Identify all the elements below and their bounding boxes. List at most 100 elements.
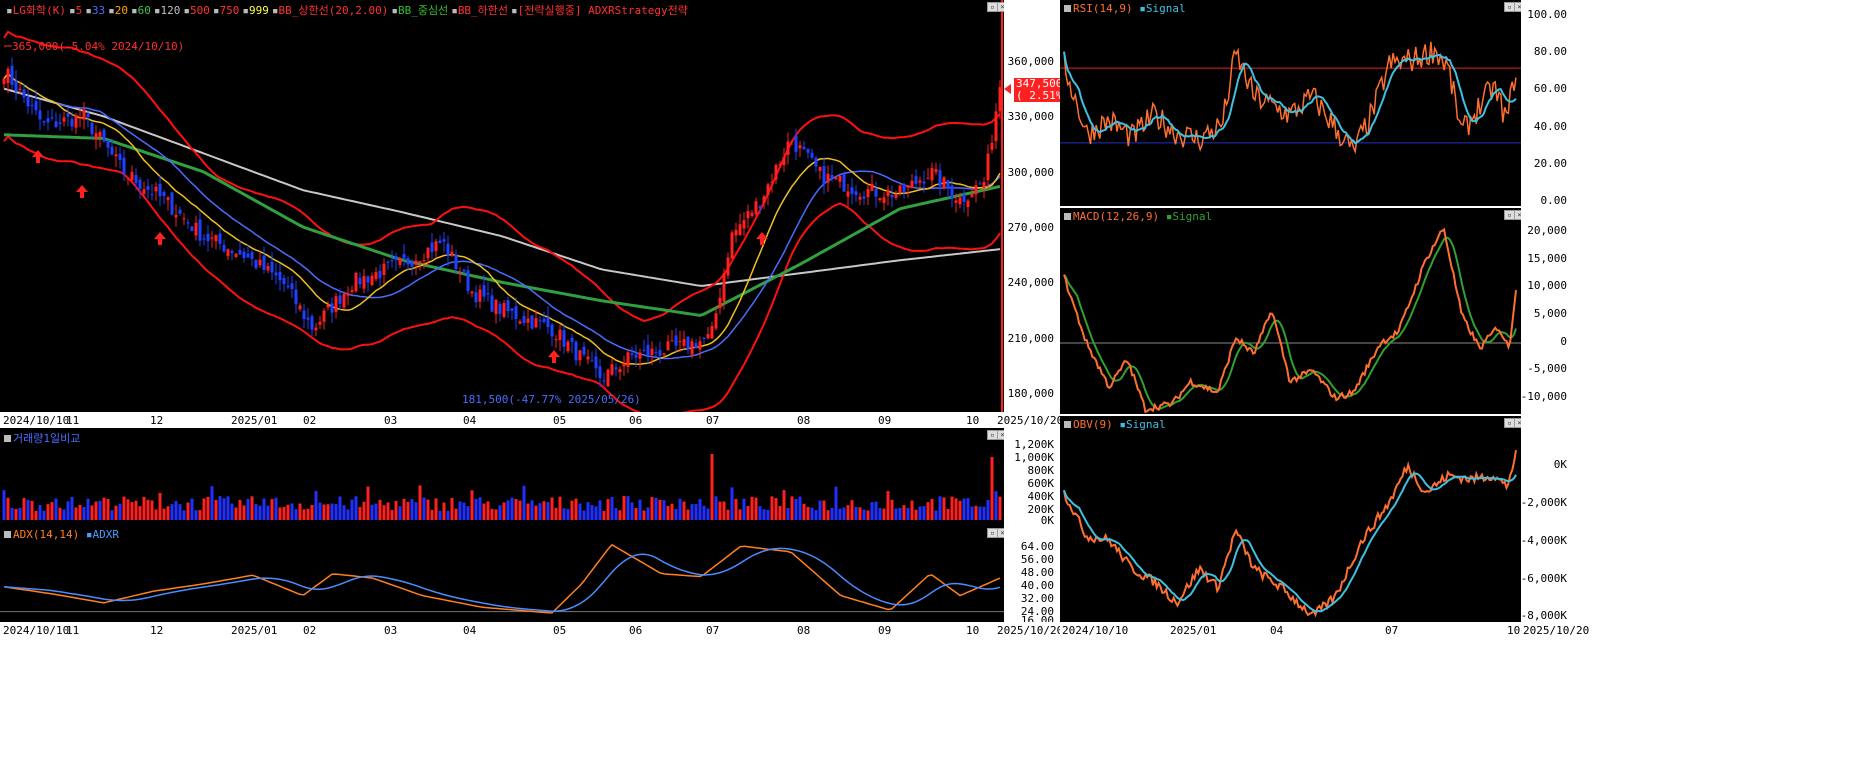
date-axis-right: 2024/10/10 2025/01 04 07 10 2025/10/20 xyxy=(1060,622,1589,638)
candle-body xyxy=(246,253,250,258)
volume-bar xyxy=(170,504,174,520)
candle-body xyxy=(186,222,190,224)
volume-bar xyxy=(390,509,394,520)
volume-bar xyxy=(754,497,758,520)
candle-body xyxy=(974,185,978,195)
volume-bar xyxy=(290,503,294,520)
candle-body xyxy=(22,89,26,98)
volume-bar xyxy=(118,503,122,520)
axis-tick-label: 5,000 xyxy=(1533,307,1567,320)
volume-bar xyxy=(110,510,114,520)
volume-bar xyxy=(426,499,430,520)
axis-tick-label: 240,000 xyxy=(1007,276,1054,289)
volume-bar xyxy=(646,507,650,520)
volume-bar xyxy=(106,498,110,520)
candle-body xyxy=(14,80,18,92)
volume-bar xyxy=(566,509,570,520)
candle-body xyxy=(42,121,46,123)
volume-chart-canvas[interactable] xyxy=(0,428,1004,526)
candle-body xyxy=(958,197,962,205)
candle-body xyxy=(662,353,666,355)
volume-bar xyxy=(814,510,818,520)
axis-tick-label: 600K xyxy=(1027,477,1055,490)
volume-bar xyxy=(330,503,334,520)
volume-bar xyxy=(218,496,222,520)
candle-body xyxy=(602,380,606,382)
candle-body xyxy=(18,88,22,90)
candle-body xyxy=(802,146,806,150)
volume-bar xyxy=(538,503,542,520)
macd-chart-canvas[interactable] xyxy=(1060,208,1521,414)
adx-chart-pane[interactable]: ADX(14,14) ▪ADXR ▫ × xyxy=(0,526,1008,622)
axis-tick-label: 200K xyxy=(1027,503,1055,516)
candle-body xyxy=(6,68,10,84)
bollinger-lower-line xyxy=(3,134,1001,412)
volume-bar xyxy=(830,508,834,520)
candle-body xyxy=(86,114,90,118)
obv-chart-canvas[interactable] xyxy=(1060,416,1521,622)
axis-tick-label: -2,000K xyxy=(1520,496,1567,509)
volume-bar xyxy=(430,509,434,520)
price-chart-pane[interactable]: ▪LG화학(K) ▪5 ▪33 ▪20 ▪60 ▪120 ▪500 ▪750 ▪999 ▪BB_상… xyxy=(0,0,1008,412)
candle-body xyxy=(842,173,846,192)
macd-chart-pane[interactable]: MACD(12,26,9) ▪Signal ▫ × xyxy=(1060,208,1525,414)
volume-bar xyxy=(58,507,62,520)
volume-bar xyxy=(418,485,422,520)
candle-body xyxy=(650,348,654,356)
volume-bar xyxy=(766,509,770,520)
rsi-chart-canvas[interactable] xyxy=(1060,0,1521,206)
volume-bar xyxy=(286,504,290,520)
candle-body xyxy=(338,295,342,304)
date-axis-bottom: 2024/10/10 11 12 2025/01 02 03 04 05 06 07 08 09 10 2… xyxy=(0,622,1063,638)
date-axis-label: 06 xyxy=(629,414,643,427)
adx-chart-canvas[interactable] xyxy=(0,526,1004,622)
volume-bar xyxy=(842,507,846,520)
candle-body xyxy=(422,260,426,262)
candle-body xyxy=(554,339,558,341)
volume-bar xyxy=(338,496,342,520)
rsi-line xyxy=(1063,41,1517,155)
axis-tick-label: 270,000 xyxy=(1007,221,1054,234)
candle-body xyxy=(178,209,182,214)
candle-body xyxy=(894,194,898,198)
candle-body xyxy=(618,369,622,373)
candle-body xyxy=(978,183,982,185)
volume-bar xyxy=(922,506,926,520)
volume-bar xyxy=(2,490,6,520)
adx-axis: 64.00 56.00 48.00 40.00 32.00 24.00 16.00 xyxy=(1004,526,1058,627)
volume-bar xyxy=(298,503,302,520)
candle-body xyxy=(362,275,366,289)
date-axis-label: 03 xyxy=(384,414,398,427)
volume-bar xyxy=(438,510,442,520)
volume-bar xyxy=(202,498,206,520)
candle-body xyxy=(814,157,818,167)
volume-bar xyxy=(322,504,326,520)
volume-bar xyxy=(406,501,410,520)
candle-body xyxy=(198,219,202,241)
candle-body xyxy=(886,189,890,196)
candle-body xyxy=(346,293,350,296)
volume-bar xyxy=(798,496,802,520)
rsi-chart-pane[interactable]: RSI(14,9) ▪Signal ▫ × xyxy=(1060,0,1525,206)
volume-bar xyxy=(546,502,550,520)
date-axis-label: 07 xyxy=(706,414,720,427)
date-axis-label: 11 xyxy=(66,624,80,637)
volume-bar xyxy=(6,497,10,520)
candle-body xyxy=(310,316,314,330)
date-axis-label: 07 xyxy=(706,624,720,637)
date-axis-label: 02 xyxy=(303,414,317,427)
obv-chart-pane[interactable]: OBV(9) ▪Signal ▫ × xyxy=(1060,416,1525,622)
axis-tick-label: 800K xyxy=(1027,464,1055,477)
volume-bar xyxy=(414,502,418,520)
volume-bar xyxy=(890,499,894,520)
price-legend-item: ▪5 xyxy=(68,4,83,17)
volume-bar xyxy=(114,505,118,520)
candle-body xyxy=(262,255,266,270)
axis-tick-label: 180,000 xyxy=(1007,387,1054,400)
candle-body xyxy=(530,315,534,329)
axis-tick-label: -10,000 xyxy=(1520,390,1567,403)
volume-bar xyxy=(926,502,930,520)
price-chart-canvas[interactable] xyxy=(0,0,1004,412)
volume-chart-pane[interactable]: 거래량1일비교 ▫ × xyxy=(0,428,1008,526)
volume-bar xyxy=(210,486,214,520)
